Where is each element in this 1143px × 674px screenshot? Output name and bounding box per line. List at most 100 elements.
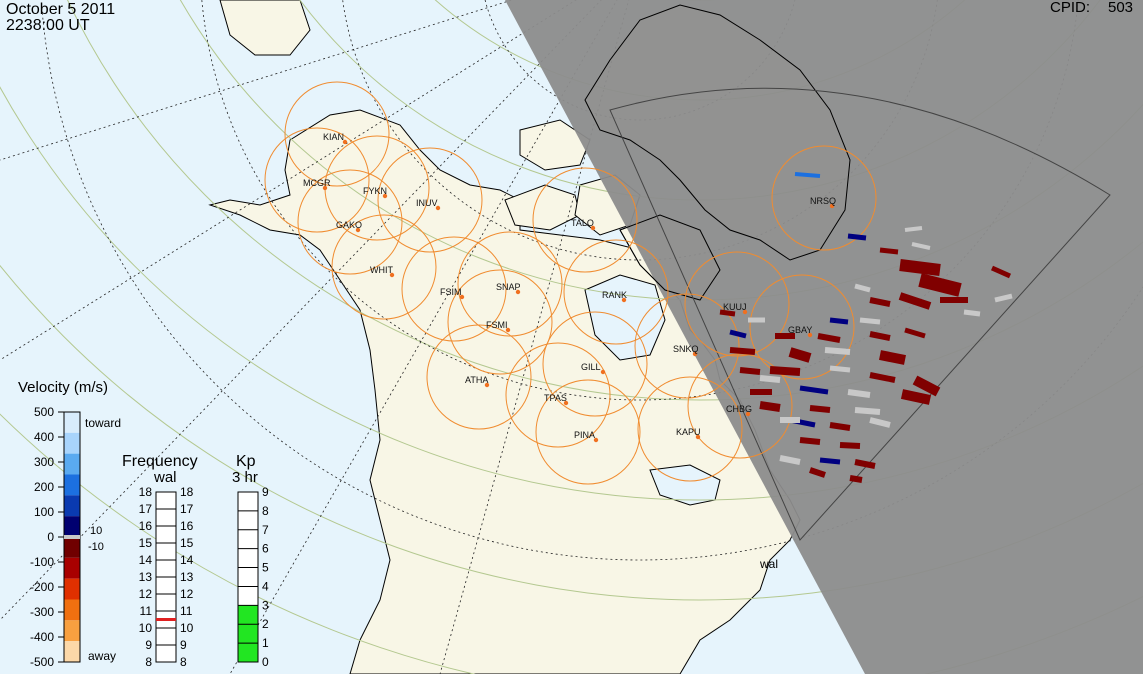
- station-fov-circle: [637, 376, 743, 482]
- station-marker: [621, 297, 627, 303]
- velocity-vector: [819, 457, 841, 465]
- kp-tick-label: 3: [262, 598, 269, 612]
- kp-tick-label: 2: [262, 617, 269, 631]
- station-fov-circle: [634, 293, 740, 399]
- velocity-color-segment: [64, 641, 80, 662]
- radar-fov: [609, 87, 1111, 541]
- kp-title: Kp: [236, 453, 256, 470]
- radar-site-label: wal: [759, 557, 778, 571]
- velocity-tick-label: 500: [34, 405, 54, 419]
- station-marker: [389, 272, 395, 278]
- station-label: MCGR: [303, 178, 331, 188]
- station-fov-circle: [447, 269, 553, 375]
- night-outlines: [584, 4, 851, 301]
- velocity-color-bar: [63, 411, 81, 663]
- velocity-vectors: [719, 172, 1013, 483]
- frequency-left-label: 14: [139, 553, 153, 567]
- station-fov-circle: [687, 353, 793, 459]
- station-fov-circle: [426, 324, 532, 430]
- velocity-tick-label: -500: [30, 655, 54, 669]
- station-label: ATHA: [465, 375, 488, 385]
- velocity-vector: [729, 329, 747, 339]
- velocity-vector: [829, 365, 851, 373]
- velocity-color-segment: [64, 537, 80, 558]
- station-label: FSMI: [486, 320, 508, 330]
- away-label: away: [88, 649, 116, 663]
- station-marker: [742, 309, 748, 315]
- station-label: GBAY: [788, 325, 812, 335]
- velocity-vector: [759, 375, 781, 383]
- velocity-title: Velocity (m/s): [18, 379, 108, 396]
- station-marker: [515, 289, 521, 295]
- station-fov-circle: [457, 231, 563, 337]
- velocity-vector: [729, 347, 756, 355]
- velocity-vector: [759, 401, 781, 412]
- velocity-vector: [918, 273, 962, 297]
- station-marker: [563, 400, 569, 406]
- fov-circles: [264, 81, 877, 485]
- station-marker: [593, 437, 599, 443]
- velocity-vector: [879, 350, 906, 365]
- kp-tick-label: 9: [262, 485, 269, 499]
- station-fov-circle: [377, 147, 483, 253]
- station-marker: [807, 332, 813, 338]
- station-label: GAKO: [336, 220, 362, 230]
- velocity-tick-label: 400: [34, 430, 54, 444]
- station-fov-circle: [284, 81, 390, 187]
- kp-bar: 9 8 7 6 5 4 3 2 1 0: [237, 485, 269, 669]
- velocity-vector: [869, 297, 891, 307]
- velocity-ticks: 500 400 300 200 100 0 -100 -200 -300 -400 -500: [30, 405, 64, 669]
- velocity-color-segment: [64, 578, 80, 600]
- frequency-left-label: 10: [139, 621, 153, 635]
- velocity-vector: [817, 333, 841, 343]
- frequency-right-label: 14: [180, 553, 194, 567]
- cpid-label: CPID:: [1050, 0, 1091, 16]
- station-fov-circle: [535, 379, 641, 485]
- velocity-vector: [990, 265, 1012, 279]
- velocity-tick-label: -400: [30, 630, 54, 644]
- velocity-vector: [719, 309, 736, 317]
- velocity-vector: [869, 331, 891, 341]
- threshold-pos: 10: [90, 525, 102, 537]
- velocity-color-segment: [64, 432, 80, 454]
- station-label: FSIM: [440, 287, 462, 297]
- frequency-right-label: 12: [180, 587, 194, 601]
- station-fov-circle: [749, 274, 855, 380]
- velocity-vector: [849, 475, 863, 483]
- velocity-vector: [859, 317, 881, 325]
- station-fov-circle: [542, 311, 648, 417]
- station-label: SNAP: [496, 282, 521, 292]
- frequency-left-label: 12: [139, 587, 153, 601]
- arctic-island-1: [519, 119, 591, 171]
- velocity-vector: [788, 347, 812, 363]
- station-marker: [590, 225, 596, 231]
- velocity-vector: [809, 405, 831, 413]
- frequency-left-label: 11: [140, 604, 153, 618]
- frequency-left-label: 13: [139, 570, 153, 584]
- velocity-vector: [963, 309, 981, 317]
- frequency-right-label: 9: [180, 638, 187, 652]
- frequency-right-label: 18: [180, 485, 194, 499]
- frequency-left-label: 9: [145, 638, 152, 652]
- station-marker: [322, 185, 328, 191]
- velocity-vector: [854, 283, 871, 293]
- velocity-vector: [900, 389, 932, 405]
- frequency-left-label: 18: [139, 485, 153, 499]
- frequency-left-label: 8: [145, 655, 152, 669]
- velocity-tick-label: 300: [34, 455, 54, 469]
- hudson-bay: [584, 274, 666, 361]
- velocity-color-segment: [64, 412, 80, 433]
- velocity-vector: [799, 437, 821, 445]
- station-fov-circle: [264, 127, 370, 233]
- station-label: SNKQ: [673, 344, 699, 354]
- station-marker: [505, 327, 511, 333]
- station-fov-circle: [563, 239, 669, 345]
- station-marker: [600, 369, 606, 375]
- velocity-color-segment: [64, 495, 80, 517]
- frequency-right-label: 8: [180, 655, 187, 669]
- kp-tick-label: 8: [262, 504, 269, 518]
- velocity-vector: [824, 347, 851, 355]
- station-fov-circle: [505, 342, 611, 448]
- frequency-bar: 18 18 17 17 16 16 15 15 14 14 13 13 12 12 11 11 10 10 9 9 8 8: [139, 485, 194, 669]
- kp-tick-label: 1: [262, 636, 269, 650]
